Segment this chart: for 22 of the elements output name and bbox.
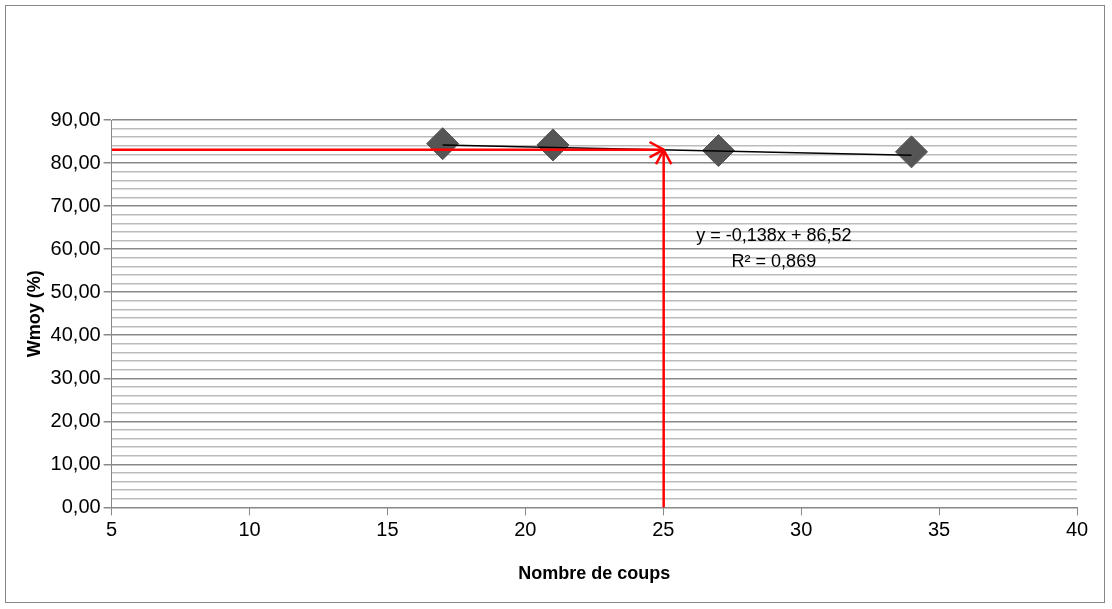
x-tick-label: 30	[790, 517, 813, 540]
y-tick-label: 90,00	[50, 107, 101, 130]
x-tick-label: 40	[1065, 517, 1089, 540]
x-tick-label: 5	[106, 517, 118, 540]
y-tick-label: 10,00	[50, 451, 101, 474]
x-axis-title: Nombre de coups	[518, 563, 671, 584]
x-tick-label: 10	[238, 517, 261, 540]
y-tick-label: 80,00	[50, 150, 101, 173]
y-tick-label: 50,00	[50, 279, 101, 302]
x-tick-label: 35	[927, 517, 951, 540]
y-tick-label: 70,00	[50, 193, 101, 216]
annotation: R² = 0,869	[731, 251, 817, 272]
x-tick-label: 20	[514, 517, 537, 540]
y-tick-label: 40,00	[50, 322, 101, 345]
y-tick-label: 0,00	[61, 494, 101, 517]
annotation: y = -0,138x + 86,52	[696, 225, 852, 246]
y-axis-title: Wmoy (%)	[23, 270, 44, 358]
x-tick-label: 25	[652, 517, 675, 540]
y-tick-label: 60,00	[50, 236, 101, 259]
x-tick-label: 15	[376, 517, 399, 540]
y-tick-label: 20,00	[50, 408, 101, 431]
y-tick-label: 30,00	[50, 365, 101, 388]
